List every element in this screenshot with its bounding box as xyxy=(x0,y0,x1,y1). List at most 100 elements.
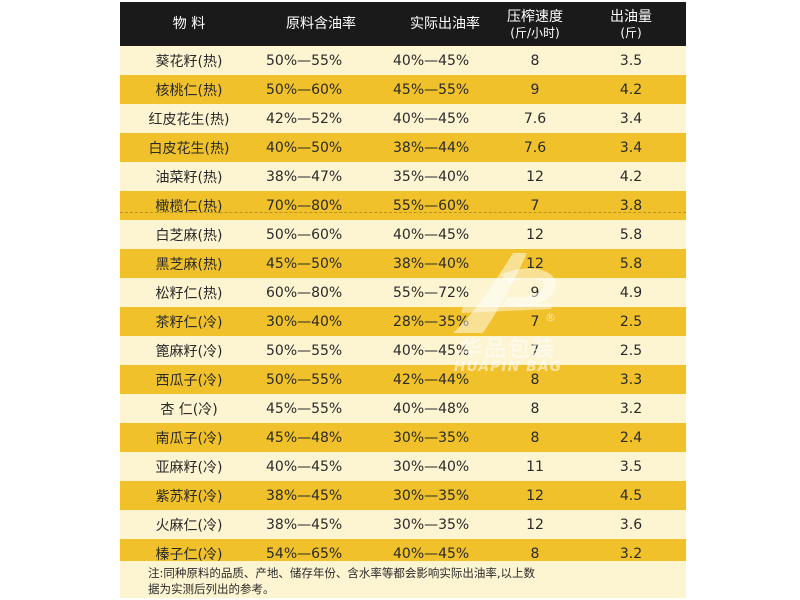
cell-press-speed: 7.6 xyxy=(523,139,547,156)
cell-actual-yield: 40%—45% xyxy=(393,110,470,127)
cell-press-speed: 11 xyxy=(526,458,544,475)
cell-actual-yield: 45%—55% xyxy=(393,81,470,98)
cell-actual-yield: 40%—45% xyxy=(393,52,470,69)
cell-oil-content: 50%—55% xyxy=(266,52,343,69)
cell-actual-yield: 30%—40% xyxy=(393,458,470,475)
header-press-speed: 压榨速度 (斤/小时) xyxy=(480,2,590,46)
header-oil-output-unit: (斤) xyxy=(620,25,642,40)
table-row: 白芝麻(热) 50%—60% 40%—45% 12 5.8 xyxy=(120,220,686,249)
cell-material: 杏 仁(冷) xyxy=(160,401,218,418)
cell-material: 篦麻籽(冷) xyxy=(155,343,223,360)
cell-oil-output: 5.8 xyxy=(619,255,643,272)
cell-press-speed: 8 xyxy=(530,400,540,417)
table-row: 黑芝麻(热) 45%—50% 38%—40% 12 5.8 xyxy=(120,249,686,278)
cell-oil-content: 40%—50% xyxy=(266,139,343,156)
cell-actual-yield: 30%—35% xyxy=(393,429,470,446)
cell-oil-output: 5.8 xyxy=(619,226,643,243)
cell-oil-content: 54%—65% xyxy=(266,545,343,562)
cell-oil-output: 3.2 xyxy=(619,545,643,562)
table-row: 南瓜子(冷) 45%—48% 30%—35% 8 2.4 xyxy=(120,423,686,452)
cell-oil-content: 50%—55% xyxy=(266,371,343,388)
cell-press-speed: 12 xyxy=(526,487,544,504)
cell-actual-yield: 42%—44% xyxy=(393,371,470,388)
cell-oil-content: 45%—55% xyxy=(266,400,343,417)
cell-press-speed: 7 xyxy=(530,342,540,359)
cell-oil-output: 4.2 xyxy=(619,168,643,185)
cell-material: 亚麻籽(冷) xyxy=(155,459,223,476)
cell-oil-output: 3.5 xyxy=(619,458,643,475)
cell-oil-output: 3.2 xyxy=(619,400,643,417)
table-row: 杏 仁(冷) 45%—55% 40%—48% 8 3.2 xyxy=(120,394,686,423)
footnote-line-1: 注:同种原料的品质、产地、储存年份、含水率等都会影响实际出油率,以上数 xyxy=(148,566,536,580)
table-row: 亚麻籽(冷) 40%—45% 30%—40% 11 3.5 xyxy=(120,452,686,481)
header-press-speed-unit: (斤/小时) xyxy=(510,25,560,40)
cell-material: 白皮花生(热) xyxy=(148,140,230,157)
table-row: 松籽仁(热) 60%—80% 55%—72% 9 4.9 xyxy=(120,278,686,307)
cell-material: 紫苏籽(冷) xyxy=(155,488,223,505)
table-row: 红皮花生(热) 42%—52% 40%—45% 7.6 3.4 xyxy=(120,104,686,133)
cell-oil-content: 40%—45% xyxy=(266,458,343,475)
cell-material: 西瓜子(冷) xyxy=(155,372,223,389)
cell-actual-yield: 28%—35% xyxy=(393,313,470,330)
cell-press-speed: 7 xyxy=(530,313,540,330)
table-row: 葵花籽(热) 50%—55% 40%—45% 8 3.5 xyxy=(120,46,686,75)
cell-oil-output: 3.8 xyxy=(619,197,643,214)
header-oil-output-label: 出油量 xyxy=(610,8,652,25)
cell-material: 白芝麻(热) xyxy=(155,227,223,244)
cell-oil-output: 2.4 xyxy=(619,429,643,446)
header-actual-yield: 实际出油率 xyxy=(384,2,506,46)
cell-oil-content: 38%—47% xyxy=(266,168,343,185)
cell-press-speed: 12 xyxy=(526,255,544,272)
cell-oil-output: 4.9 xyxy=(619,284,643,301)
cell-press-speed: 9 xyxy=(530,284,540,301)
table-row: 篦麻籽(冷) 50%—55% 40%—45% 7 2.5 xyxy=(120,336,686,365)
oil-yield-table: 物 料 原料含油率 实际出油率 压榨速度 (斤/小时) 出油量 (斤) 葵花籽(… xyxy=(120,2,686,598)
section-divider xyxy=(120,212,686,213)
footnote-line-2: 据为实测后列出的参考。 xyxy=(148,582,275,596)
cell-oil-output: 3.4 xyxy=(619,139,643,156)
cell-material: 油菜籽(热) xyxy=(155,169,223,186)
cell-oil-content: 38%—45% xyxy=(266,516,343,533)
cell-oil-content: 60%—80% xyxy=(266,284,343,301)
header-oil-content: 原料含油率 xyxy=(258,2,384,46)
table-body: 葵花籽(热) 50%—55% 40%—45% 8 3.5 核桃仁(热) 50%—60% 45%… xyxy=(120,46,686,568)
cell-material: 榛子仁(冷) xyxy=(155,546,223,563)
cell-actual-yield: 30%—35% xyxy=(393,487,470,504)
cell-material: 橄榄仁(热) xyxy=(155,198,223,215)
cell-oil-content: 50%—60% xyxy=(266,226,343,243)
cell-oil-content: 38%—45% xyxy=(266,487,343,504)
cell-actual-yield: 40%—45% xyxy=(393,342,470,359)
header-oil-output: 出油量 (斤) xyxy=(576,2,686,46)
cell-material: 葵花籽(热) xyxy=(155,53,223,70)
cell-oil-content: 42%—52% xyxy=(266,110,343,127)
cell-actual-yield: 55%—72% xyxy=(393,284,470,301)
table-row: 紫苏籽(冷) 38%—45% 30%—35% 12 4.5 xyxy=(120,481,686,510)
cell-oil-output: 3.3 xyxy=(619,371,643,388)
table-row: 茶籽仁(冷) 30%—40% 28%—35% 7 2.5 xyxy=(120,307,686,336)
cell-oil-output: 4.2 xyxy=(619,81,643,98)
cell-press-speed: 12 xyxy=(526,516,544,533)
cell-actual-yield: 35%—40% xyxy=(393,168,470,185)
table-header: 物 料 原料含油率 实际出油率 压榨速度 (斤/小时) 出油量 (斤) xyxy=(120,2,686,46)
header-actual-yield-label: 实际出油率 xyxy=(410,15,480,32)
table-row: 西瓜子(冷) 50%—55% 42%—44% 8 3.3 xyxy=(120,365,686,394)
cell-actual-yield: 55%—60% xyxy=(393,197,470,214)
cell-actual-yield: 40%—45% xyxy=(393,545,470,562)
cell-oil-content: 50%—60% xyxy=(266,81,343,98)
cell-material: 茶籽仁(冷) xyxy=(155,314,223,331)
cell-press-speed: 9 xyxy=(530,81,540,98)
cell-press-speed: 8 xyxy=(530,52,540,69)
cell-material: 核桃仁(热) xyxy=(155,82,223,99)
cell-actual-yield: 38%—40% xyxy=(393,255,470,272)
cell-press-speed: 12 xyxy=(526,168,544,185)
table-row: 油菜籽(热) 38%—47% 35%—40% 12 4.2 xyxy=(120,162,686,191)
cell-oil-content: 45%—50% xyxy=(266,255,343,272)
cell-oil-output: 2.5 xyxy=(619,313,643,330)
cell-material: 松籽仁(热) xyxy=(155,285,223,302)
cell-press-speed: 7 xyxy=(530,197,540,214)
header-press-speed-label: 压榨速度 xyxy=(507,8,563,25)
cell-actual-yield: 38%—44% xyxy=(393,139,470,156)
table-row: 橄榄仁(热) 70%—80% 55%—60% 7 3.8 xyxy=(120,191,686,220)
cell-oil-content: 30%—40% xyxy=(266,313,343,330)
cell-actual-yield: 30%—35% xyxy=(393,516,470,533)
